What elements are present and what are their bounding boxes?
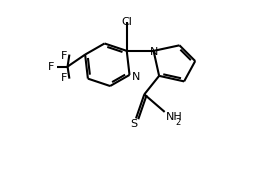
Text: F: F <box>48 62 55 72</box>
Text: 2: 2 <box>176 118 181 127</box>
Text: F: F <box>61 51 67 60</box>
Text: N: N <box>132 72 140 82</box>
Text: N: N <box>150 47 158 57</box>
Text: F: F <box>61 73 67 83</box>
Text: S: S <box>130 119 137 129</box>
Text: NH: NH <box>166 112 182 122</box>
Text: Cl: Cl <box>121 17 132 27</box>
